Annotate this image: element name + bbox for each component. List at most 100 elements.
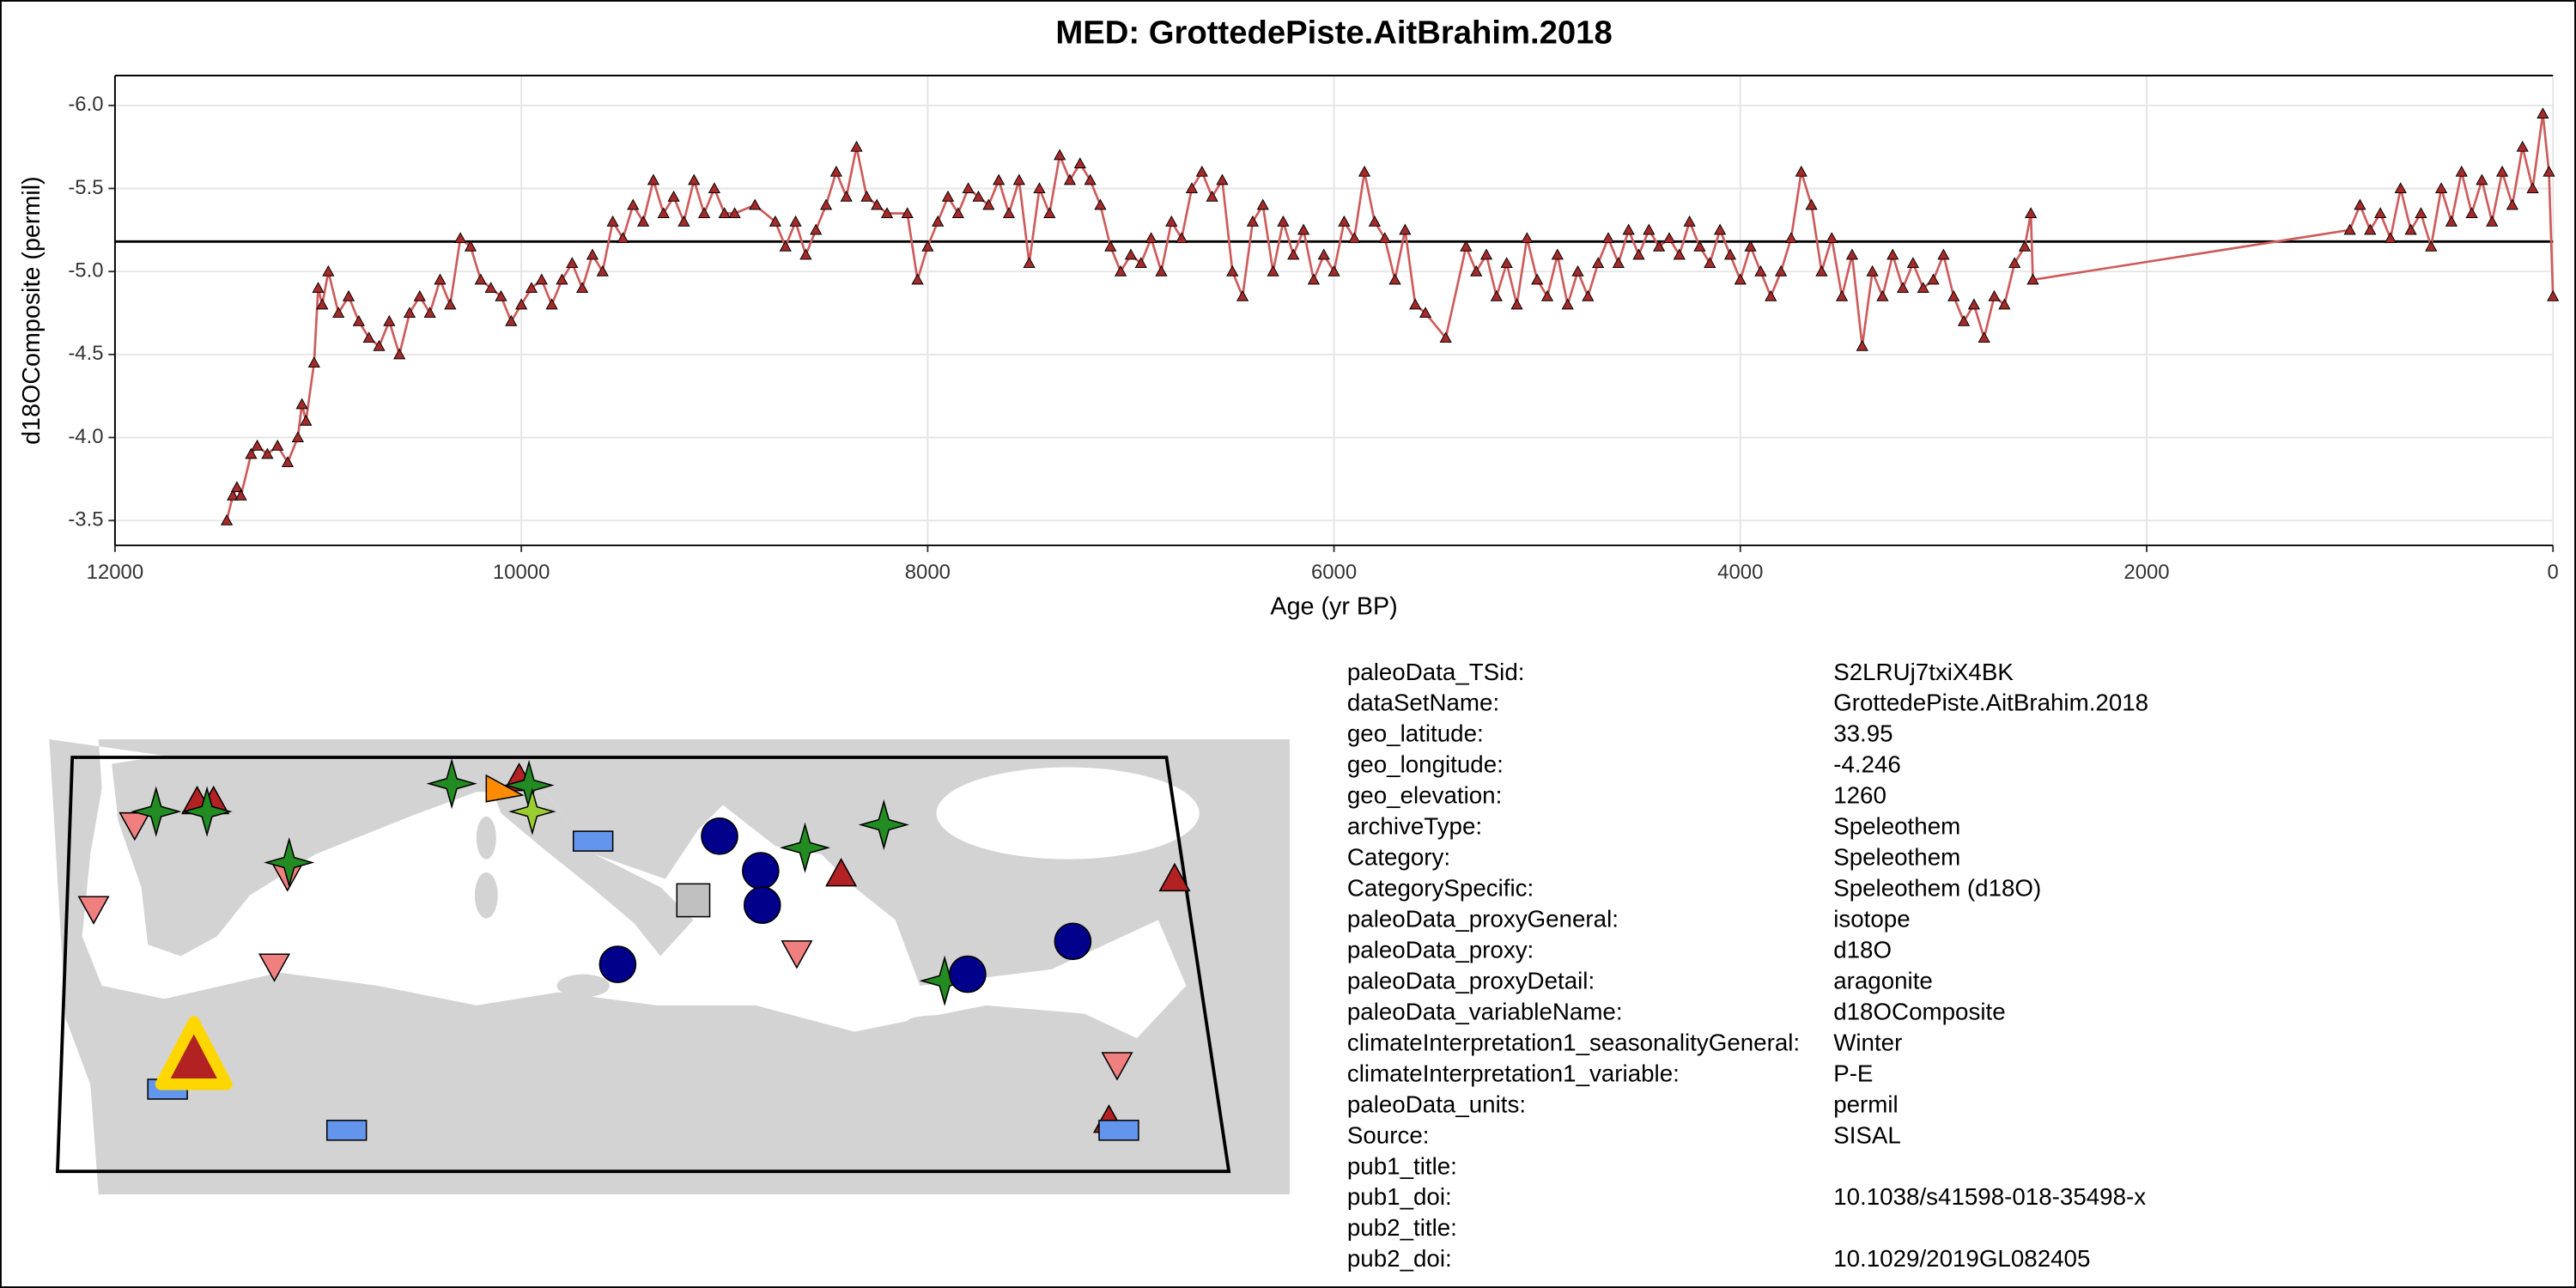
meta-value: S2LRUj7txiX4BK bbox=[1833, 659, 2014, 685]
data-point bbox=[749, 198, 762, 210]
meta-value: 10.1038/s41598-018-35498-x bbox=[1833, 1183, 2146, 1210]
meta-value: Speleothem bbox=[1833, 844, 1960, 871]
data-point bbox=[1653, 240, 1666, 252]
data-point bbox=[1115, 264, 1127, 276]
data-point bbox=[657, 207, 670, 219]
data-point bbox=[2425, 240, 2438, 252]
data-point bbox=[474, 273, 487, 285]
x-tick-label: 0 bbox=[2548, 561, 2559, 584]
data-point bbox=[1551, 248, 1564, 260]
data-point bbox=[2343, 223, 2356, 235]
site-star bbox=[131, 786, 182, 837]
data-point bbox=[464, 240, 477, 252]
data-point bbox=[362, 331, 375, 343]
data-point bbox=[312, 282, 325, 294]
data-point bbox=[972, 190, 985, 202]
data-point bbox=[1327, 264, 1340, 276]
data-point bbox=[2445, 215, 2458, 227]
data-point bbox=[2373, 207, 2387, 219]
data-point bbox=[1886, 248, 1899, 260]
meta-key: climateInterpretation1_seasonalityGenera… bbox=[1347, 1029, 1800, 1055]
island bbox=[474, 872, 498, 919]
data-point bbox=[403, 307, 416, 319]
data-point bbox=[2384, 232, 2397, 244]
data-point bbox=[840, 190, 853, 202]
meta-key: Category: bbox=[1347, 844, 1450, 871]
data-point bbox=[1967, 298, 1981, 310]
island bbox=[476, 816, 496, 860]
data-point bbox=[596, 264, 609, 276]
data-point bbox=[1297, 223, 1310, 235]
data-point bbox=[1338, 215, 1351, 227]
data-point bbox=[1479, 248, 1493, 260]
data-point bbox=[627, 198, 640, 210]
data-point bbox=[606, 215, 619, 227]
data-point bbox=[2486, 215, 2499, 227]
site-star bbox=[858, 799, 909, 851]
meta-key: CategorySpecific: bbox=[1347, 875, 1534, 902]
data-point bbox=[556, 273, 568, 285]
data-point bbox=[2547, 289, 2560, 301]
meta-key: pub2_doi: bbox=[1347, 1245, 1452, 1272]
data-point bbox=[1896, 282, 1910, 294]
data-point bbox=[911, 273, 924, 285]
data-point bbox=[1734, 273, 1747, 285]
map bbox=[49, 738, 1290, 1194]
data-point bbox=[1490, 289, 1503, 301]
data-point bbox=[1104, 240, 1117, 252]
site-square bbox=[676, 883, 711, 918]
site-star bbox=[779, 822, 831, 873]
data-point bbox=[677, 215, 690, 227]
data-point bbox=[1358, 165, 1371, 177]
data-point bbox=[871, 198, 884, 210]
data-point bbox=[2543, 165, 2555, 177]
y-tick-label: -4.0 bbox=[68, 425, 103, 448]
data-point bbox=[1927, 273, 1940, 285]
data-point bbox=[1216, 173, 1229, 185]
data-point bbox=[220, 513, 234, 526]
site-triangle-down bbox=[77, 896, 110, 925]
data-point bbox=[1399, 223, 1412, 235]
data-point bbox=[1195, 165, 1208, 177]
meta-key: pub1_title: bbox=[1347, 1152, 1457, 1179]
x-axis-label: Age (yr BP) bbox=[1270, 592, 1397, 620]
data-point bbox=[1592, 257, 1605, 269]
data-point bbox=[2404, 223, 2417, 235]
data-point bbox=[454, 232, 467, 244]
meta-value: aragonite bbox=[1833, 967, 1933, 993]
y-tick-label: -3.5 bbox=[68, 508, 103, 532]
meta-key: paleoData_proxy: bbox=[1347, 936, 1534, 963]
data-point bbox=[1643, 223, 1656, 235]
island bbox=[556, 974, 610, 998]
data-point bbox=[1957, 314, 1971, 326]
y-axis-label: d18OComposite (permil) bbox=[18, 176, 46, 444]
data-point bbox=[1845, 248, 1859, 260]
data-point bbox=[779, 240, 792, 252]
data-point bbox=[1033, 182, 1046, 194]
data-point bbox=[271, 439, 284, 451]
meta-key: paleoData_variableName: bbox=[1347, 998, 1623, 1024]
data-point bbox=[484, 282, 497, 294]
data-point bbox=[1906, 257, 1920, 269]
site-circle bbox=[742, 852, 780, 890]
site-circle bbox=[949, 955, 987, 993]
site-triangle-down bbox=[258, 953, 291, 982]
data-point bbox=[1206, 190, 1218, 202]
data-point bbox=[1267, 264, 1279, 276]
data-point bbox=[1866, 264, 1879, 276]
data-point bbox=[1662, 232, 1676, 244]
data-point bbox=[575, 282, 589, 294]
data-point bbox=[941, 190, 955, 202]
data-point bbox=[1815, 264, 1828, 276]
data-point bbox=[1317, 248, 1330, 260]
data-point bbox=[1612, 257, 1625, 269]
meta-value: SISAL bbox=[1833, 1121, 1901, 1148]
site-star bbox=[181, 786, 233, 837]
selected-site bbox=[155, 1016, 233, 1091]
data-point bbox=[1002, 207, 1016, 219]
site-circle bbox=[1054, 922, 1092, 961]
data-point bbox=[1023, 257, 1036, 269]
data-point bbox=[1622, 223, 1635, 235]
data-point bbox=[1510, 298, 1523, 310]
meta-value: P-E bbox=[1833, 1060, 1873, 1086]
